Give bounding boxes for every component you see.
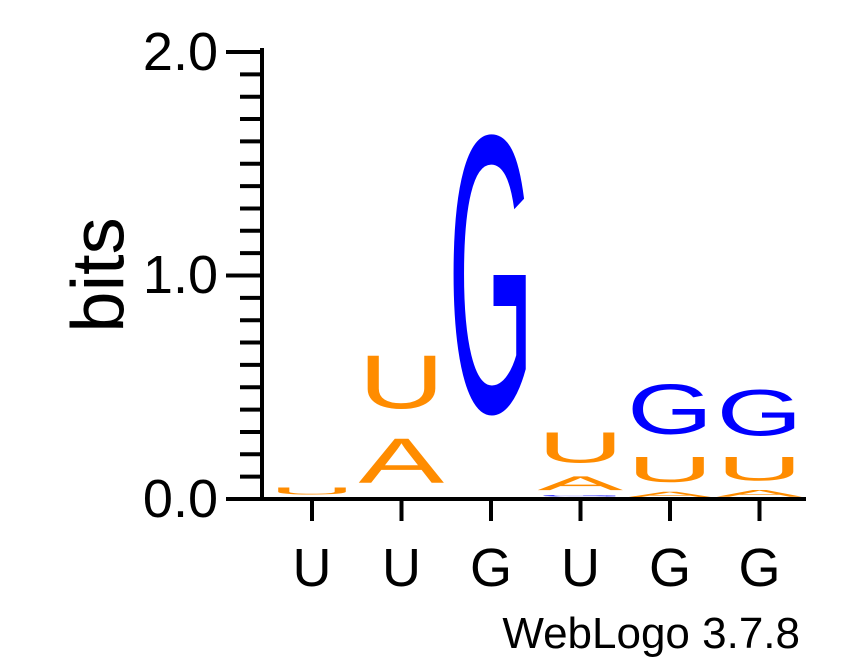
svg-text:A: A <box>627 490 713 499</box>
svg-text:U: U <box>537 423 623 472</box>
x-tick-label: G <box>738 538 780 598</box>
letter-stacks: AUCAUGCGAUAUGAUG <box>269 52 803 499</box>
svg-text:A: A <box>717 488 803 499</box>
y-tick-label-1: 1.0 <box>143 245 218 305</box>
x-tick-label: U <box>382 538 421 598</box>
y-tick-label-2: 2.0 <box>143 22 218 82</box>
x-axis-ticks <box>310 499 762 521</box>
logo-letter-A: A <box>627 490 713 499</box>
x-tick-label: U <box>561 538 600 598</box>
logo-letter-U: U <box>269 486 355 497</box>
logo-letter-U: U <box>627 449 713 489</box>
x-tick-label: U <box>293 538 332 598</box>
logo-letter-A: A <box>538 472 625 494</box>
y-axis-label: bits <box>57 217 140 332</box>
svg-text:U: U <box>269 486 355 497</box>
logo-letter-G: G <box>538 495 624 497</box>
logo-letter-G: G <box>627 369 713 449</box>
svg-text:A: A <box>538 472 625 494</box>
logo-letter-U: U <box>716 450 802 488</box>
x-tick-label: G <box>470 538 512 598</box>
y-tick-label-0: 0.0 <box>143 469 218 529</box>
svg-text:G: G <box>448 52 534 496</box>
logo-letter-G: G <box>717 377 803 450</box>
logo-letter-G: G <box>448 52 534 496</box>
svg-text:A: A <box>359 425 445 496</box>
y-axis-ticks <box>226 50 262 501</box>
x-tick-label: G <box>649 538 691 598</box>
svg-text:U: U <box>359 341 445 425</box>
svg-text:G: G <box>538 495 624 497</box>
svg-text:G: G <box>717 377 803 450</box>
logo-letter-U: U <box>359 341 445 425</box>
svg-text:G: G <box>627 369 713 449</box>
svg-text:U: U <box>716 450 802 488</box>
logo-letter-A: A <box>359 425 445 496</box>
svg-text:U: U <box>627 449 713 489</box>
weblogo-footer: WebLogo 3.7.8 <box>502 609 800 658</box>
logo-letter-U: U <box>537 423 623 472</box>
logo-letter-A: A <box>717 488 803 499</box>
